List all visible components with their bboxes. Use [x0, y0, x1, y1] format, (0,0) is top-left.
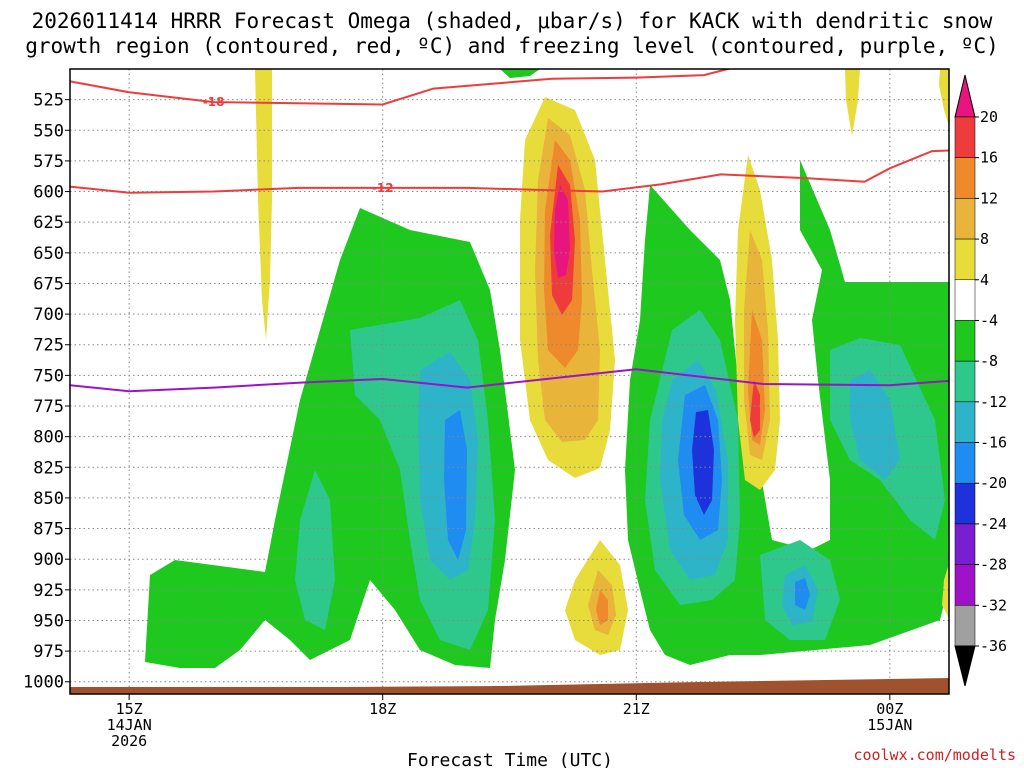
- y-tick-label-700: 700: [33, 305, 64, 325]
- colorbar-label-0: 20: [980, 108, 998, 126]
- x-tick-label-1-0: 18Z: [369, 700, 396, 718]
- colorbar-segment-12: [954, 605, 976, 647]
- colorbar-segment-6: [954, 360, 976, 403]
- colorbar-label-3: 8: [980, 230, 989, 248]
- colorbar-label-8: -16: [980, 434, 1007, 452]
- colorbar-label-11: -28: [980, 556, 1007, 574]
- y-tick-label-575: 575: [33, 152, 64, 172]
- omega-region-b-neg12-right: [850, 370, 900, 480]
- colorbar-segment-10: [954, 523, 976, 565]
- colorbar-top-arrow: [954, 74, 976, 118]
- y-tick-label-625: 625: [33, 213, 64, 233]
- plot-frame: [69, 68, 950, 695]
- ground-slope: [70, 678, 949, 694]
- isotherm-minus18: [70, 69, 732, 106]
- x-tick-label-0-1: 14JAN: [107, 716, 152, 734]
- omega-region-neg16: [444, 410, 467, 560]
- y-tick-label-650: 650: [33, 244, 64, 264]
- x-tick-label-0-0: 15Z: [116, 700, 143, 718]
- colorbar-label-1: 16: [980, 149, 998, 167]
- colorbar-segment-2: [954, 198, 976, 240]
- y-tick-label-550: 550: [33, 121, 64, 141]
- isotherm-minus12: [70, 149, 949, 194]
- colorbar-segment-0: [954, 116, 976, 158]
- colorbar-label-4: 4: [980, 271, 989, 289]
- omega-region-pos12-d: [596, 590, 608, 625]
- colorbar-label-12: -32: [980, 596, 1007, 614]
- omega-region-pos4-e: [845, 69, 860, 136]
- omega-region-b-neg16-low: [795, 578, 810, 610]
- omega-region-top-neg4: [500, 69, 540, 78]
- colorbar-segment-1: [954, 157, 976, 199]
- y-tick-label-875: 875: [33, 520, 64, 540]
- colorbar-label-7: -12: [980, 393, 1007, 411]
- y-tick-label-825: 825: [33, 458, 64, 478]
- colorbar: 20 16 12 8 4 -4 -8 -12 -16 -20 -24 -28 -32 -36: [954, 74, 1007, 687]
- colorbar-segment-9: [954, 482, 976, 525]
- colorbar-segment-3: [954, 238, 976, 281]
- y-tick-label-1000: 1000: [23, 673, 64, 693]
- x-tick-label-0-2: 2026: [111, 732, 147, 750]
- omega-region-pos4-a: [255, 69, 272, 340]
- y-tick-label-900: 900: [33, 550, 64, 570]
- x-tick-label-3-1: 15JAN: [867, 716, 912, 734]
- colorbar-label-13: -36: [980, 637, 1007, 655]
- colorbar-label-6: -8: [980, 352, 998, 370]
- y-tick-label-950: 950: [33, 611, 64, 631]
- y-tick-label-850: 850: [33, 489, 64, 509]
- y-tick-label-675: 675: [33, 274, 64, 294]
- colorbar-label-9: -20: [980, 474, 1007, 492]
- colorbar-bottom-arrow: [954, 645, 976, 687]
- colorbar-segment-4: [954, 279, 976, 321]
- colorbar-segment-11: [954, 564, 976, 606]
- x-axis-label: Forecast Time (UTC): [407, 750, 613, 768]
- omega-region-pos20-b: [554, 185, 570, 278]
- chart-title-line1: 2026011414 HRRR Forecast Omega (shaded, …: [32, 9, 993, 33]
- y-tick-label-775: 775: [33, 397, 64, 417]
- colorbar-label-2: 12: [980, 189, 998, 207]
- x-tick-label-2-0: 21Z: [623, 700, 650, 718]
- y-axis: 525 550 575 600 625 650 675 700 725 750 775 800 825 8…: [23, 91, 70, 693]
- y-tick-label-800: 800: [33, 428, 64, 448]
- x-axis: 15Z14JAN202618Z21Z00Z15JAN03Z06Z: [107, 694, 912, 750]
- y-tick-label-975: 975: [33, 642, 64, 662]
- chart-title-line2: growth region (contoured, red, ºC) and f…: [25, 34, 999, 58]
- colorbar-label-5: -4: [980, 311, 998, 329]
- y-tick-label-525: 525: [33, 91, 64, 111]
- colorbar-label-10: -24: [980, 515, 1007, 533]
- isotherm-minus18-label-0: -18: [203, 95, 225, 109]
- omega-region-pos16-c: [750, 380, 760, 438]
- isotherm-lines: -18-120: [70, 69, 949, 393]
- omega-region-b-neg20: [692, 410, 714, 515]
- isotherm-minus12-label-0: -12: [372, 181, 394, 195]
- x-tick-label-3-0: 00Z: [876, 700, 903, 718]
- colorbar-segment-8: [954, 442, 976, 484]
- y-tick-label-725: 725: [33, 336, 64, 356]
- y-tick-label-925: 925: [33, 581, 64, 601]
- y-tick-label-600: 600: [33, 183, 64, 203]
- omega-region-pos4-g: [942, 563, 949, 619]
- colorbar-segment-5: [954, 320, 976, 362]
- colorbar-segment-7: [954, 401, 976, 443]
- y-tick-label-750: 750: [33, 366, 64, 386]
- grid-lines: [70, 69, 949, 694]
- freezing-level-line: [70, 368, 949, 393]
- credit-text: coolwx.com/modelts: [853, 746, 1016, 764]
- omega-region-pos4-f: [939, 69, 949, 127]
